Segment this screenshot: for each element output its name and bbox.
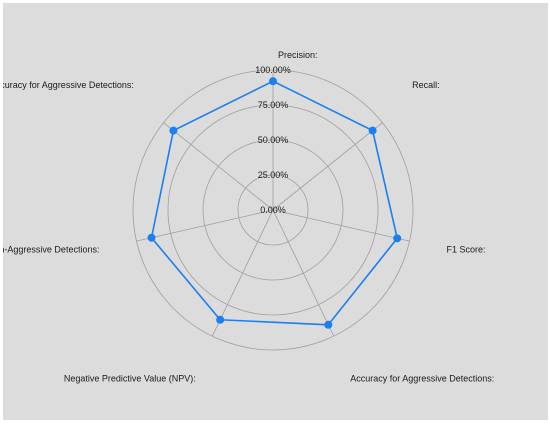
axis-label: Recall: (412, 80, 440, 90)
axis-label: Negative Predictive Value (NPV): (64, 373, 196, 383)
data-point (393, 234, 402, 243)
radial-tick-label: 25.00% (258, 170, 289, 180)
series-line (150, 80, 399, 326)
grid-spoke (211, 209, 274, 337)
axis-label: Accuracy for Non-Aggressive Detections: (3, 245, 99, 255)
radial-tick-label: 75.00% (258, 100, 289, 110)
data-point (324, 320, 333, 329)
radial-tick-label: 100.00% (255, 65, 291, 75)
radar-series (147, 77, 402, 329)
radial-tick-labels: 0.00% 25.00% 50.00% 75.00% 100.00% (255, 65, 291, 215)
radial-tick-label: 0.00% (260, 205, 286, 215)
data-point (147, 233, 156, 242)
grid-spoke (163, 122, 274, 211)
data-point (368, 126, 377, 135)
grid-spoke (136, 209, 274, 242)
axis-labels: Precision: Recall: F1 Score: Accuracy for A… (3, 50, 494, 383)
axis-label: Accuracy for Aggressive Detections: (3, 80, 134, 90)
radial-tick-label: 50.00% (258, 135, 289, 145)
axis-label: Precision: (278, 50, 318, 60)
chart-panel: 0.00% 25.00% 50.00% 75.00% 100.00% Precision… (3, 3, 548, 420)
grid-spoke (272, 209, 335, 337)
axis-label: F1 Score: (447, 245, 486, 255)
axis-label: Accuracy for Aggressive Detections: (350, 373, 494, 383)
grid-spoke (272, 122, 383, 211)
radar-grid (132, 69, 414, 351)
grid-spoke (272, 209, 410, 242)
data-point (216, 315, 225, 324)
radar-chart: 0.00% 25.00% 50.00% 75.00% 100.00% Precision… (3, 50, 494, 383)
data-point (269, 77, 277, 86)
data-point (169, 126, 178, 135)
